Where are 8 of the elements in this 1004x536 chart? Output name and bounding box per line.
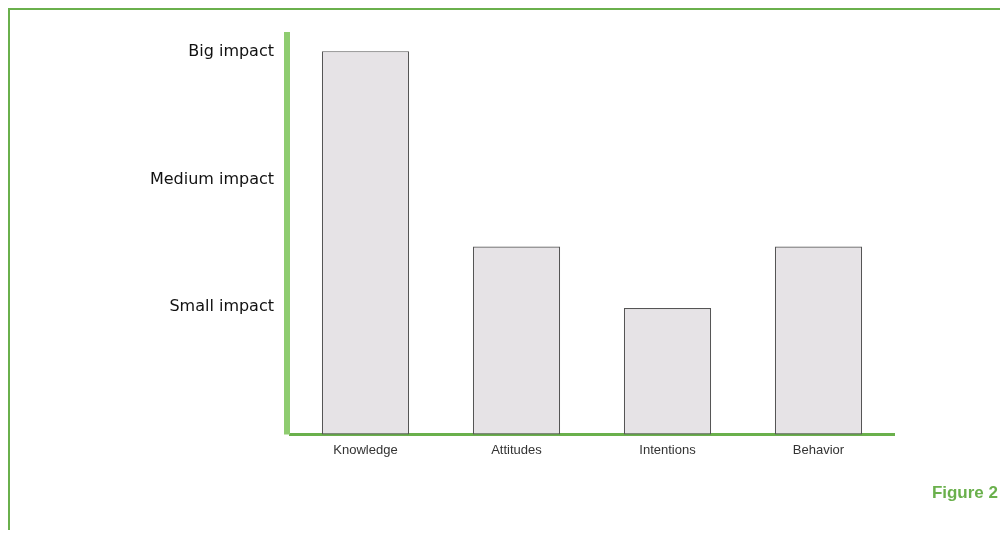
text: Small impact bbox=[169, 296, 274, 316]
text: Medium impact bbox=[149, 168, 274, 188]
x-tick-label: Intentions bbox=[639, 441, 697, 457]
x-tick-label: Behavior bbox=[792, 441, 845, 457]
x-tick-label: Knowledge bbox=[333, 441, 398, 457]
text: Big impact bbox=[188, 41, 274, 61]
caption: Figure 2 bbox=[931, 483, 998, 503]
x-tick-label: Attitudes bbox=[491, 441, 543, 457]
